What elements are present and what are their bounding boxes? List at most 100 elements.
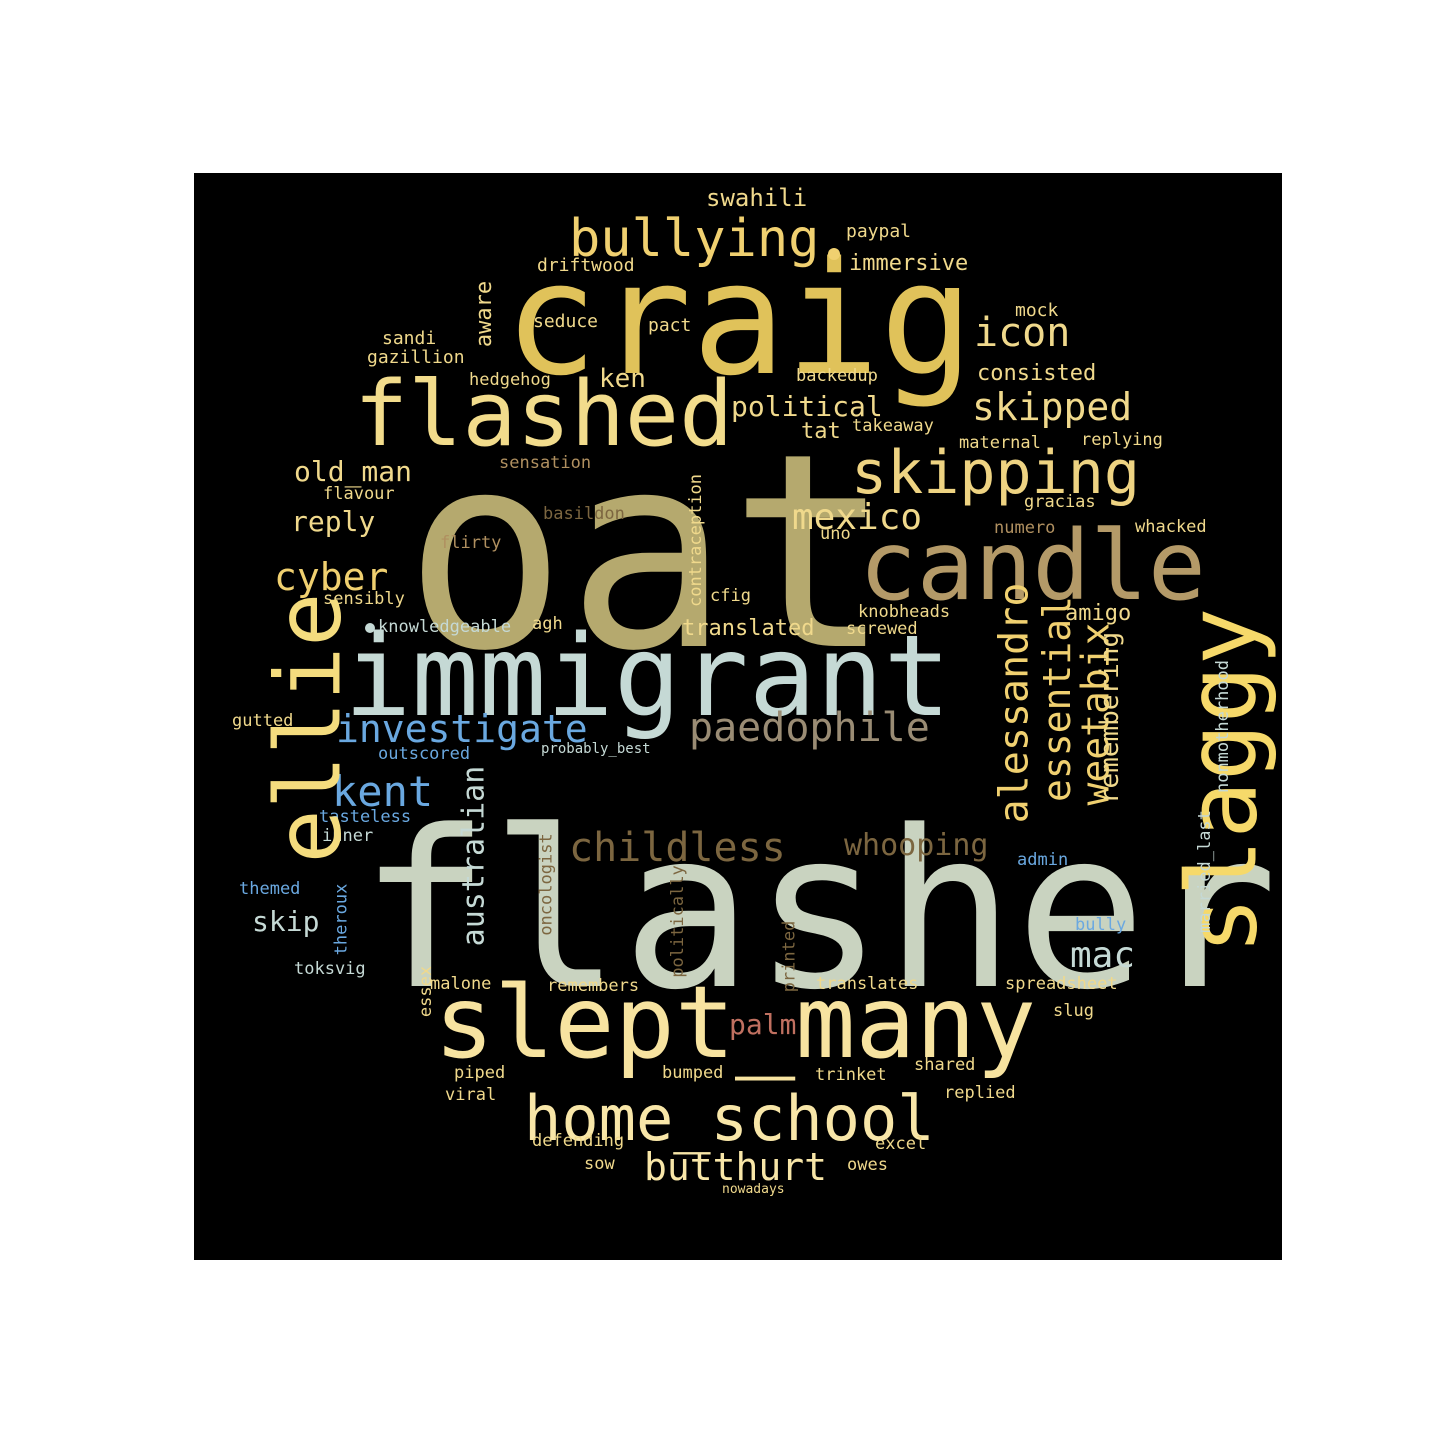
word-screwed: screwed — [846, 619, 918, 639]
word-excel: excel — [875, 1134, 927, 1154]
word-knobheads: knobheads — [858, 602, 951, 622]
bullet-dot — [365, 623, 375, 633]
word-backedup: backedup — [796, 366, 878, 386]
word-skipping: skipping — [851, 438, 1140, 508]
word-replied: replied — [944, 1083, 1016, 1103]
word-bully: bully — [1075, 915, 1127, 935]
word-bumped: bumped — [662, 1063, 724, 1083]
word-ellie: ellie — [256, 592, 362, 864]
word-numero: numero — [994, 518, 1056, 538]
word-sensation: sensation — [499, 453, 592, 473]
word-remembers: remembers — [547, 976, 640, 996]
word-remembering: remembering — [1095, 631, 1126, 805]
word-immersive: immersive — [849, 251, 969, 276]
word-gracias: gracias — [1024, 492, 1096, 512]
word-nonmotherhood: nonmotherhood — [1213, 659, 1234, 794]
word-paypal: paypal — [846, 221, 912, 242]
word-mac: mac — [1070, 935, 1136, 976]
word-translates: translates — [816, 974, 919, 994]
word-outscored: outscored — [378, 744, 471, 764]
word-uno: uno — [820, 524, 851, 544]
word-whacked: whacked — [1135, 517, 1207, 537]
word-shared: shared — [914, 1055, 976, 1075]
word-slug: slug — [1053, 1001, 1094, 1021]
word-home_school: home_school — [524, 1082, 935, 1155]
word-paedophile: paedophile — [689, 705, 930, 751]
word-essex: essex — [416, 965, 437, 1018]
word-flirty: flirty — [440, 533, 502, 553]
word-piped: piped — [454, 1063, 506, 1083]
word-trinket: trinket — [815, 1065, 887, 1085]
word-craig: craig — [504, 228, 974, 410]
word-hedgehog: hedgehog — [469, 370, 551, 390]
word-icon: icon — [974, 310, 1071, 356]
word-sow: sow — [584, 1154, 615, 1174]
word-swahili: swahili — [706, 184, 808, 212]
word-mexico: mexico — [792, 497, 923, 538]
word-reply: reply — [291, 505, 376, 538]
word-flashed: flashed — [354, 362, 734, 467]
word-consisted: consisted — [977, 361, 1097, 386]
word-themed: themed — [239, 879, 301, 899]
word-whooping: whooping — [844, 828, 989, 863]
word-maternal: maternal — [959, 433, 1041, 453]
word-basildon: basildon — [543, 504, 625, 524]
word-gutted: gutted — [232, 711, 294, 731]
word-knowledgeable: knowledgeable — [378, 617, 512, 637]
word-viral: viral — [445, 1085, 497, 1105]
word-old_man: old_man — [294, 455, 413, 488]
word-gazillion: gazillion — [367, 347, 465, 368]
word-oat: oat — [404, 395, 892, 710]
word-slept_many: slept_many — [434, 964, 1037, 1081]
word-ken: ken — [599, 364, 646, 394]
word-skipped: skipped — [972, 385, 1133, 429]
word-malone: malone — [430, 974, 492, 994]
word-translated: translated — [682, 616, 815, 641]
word-butthurt: butthurt — [644, 1145, 828, 1189]
word-cyber: cyber — [274, 555, 389, 599]
word-contraception: contraception — [686, 473, 707, 608]
word-essential: essential — [1034, 596, 1079, 802]
word-australian: australian — [456, 765, 492, 947]
word-sandi: sandi — [382, 328, 437, 349]
word-kent: kent — [332, 767, 434, 816]
word-aware: aware — [472, 280, 498, 348]
word-investigate: investigate — [336, 707, 588, 751]
word-immigrant: immigrant — [344, 612, 951, 742]
word-sensibly: sensibly — [323, 589, 405, 609]
word-agh: agh — [532, 614, 563, 634]
word-mock: mock — [1015, 300, 1059, 321]
word-tat: tat — [801, 419, 841, 444]
word-cfig: cfig — [710, 586, 751, 606]
word-theroux: theroux — [331, 883, 352, 956]
word-married_last: married_last — [1194, 810, 1215, 933]
word-toksvig: toksvig — [294, 959, 366, 979]
word-cloud: oat flasher craig immigrant slept_many c… — [194, 173, 1282, 1260]
word-palm: palm — [729, 1008, 797, 1041]
word-driftwood: driftwood — [537, 255, 635, 276]
word-pact: pact — [648, 315, 692, 336]
word-takeaway: takeaway — [852, 416, 934, 436]
word-flasher: flasher — [359, 785, 1278, 1038]
word-printed: printed — [779, 920, 800, 993]
word-amigo: amigo — [1065, 601, 1132, 626]
word-admin: admin — [1017, 850, 1069, 870]
word-spreadsheet: spreadsheet — [1005, 974, 1118, 994]
word-political: political — [731, 390, 883, 423]
bullet-dot — [828, 248, 840, 260]
word-candle: candle — [859, 510, 1206, 622]
word-defending: defending — [532, 1131, 625, 1151]
word-tasteless: tasteless — [319, 807, 412, 827]
word-inner: inner — [322, 826, 374, 846]
word-flavour: flavour — [323, 484, 395, 504]
word-politically: politically — [667, 865, 688, 978]
word-skip: skip — [252, 905, 320, 938]
word-nowadays: nowadays — [722, 1182, 785, 1197]
word-bullying: bullying — [569, 209, 820, 269]
word-probably_best: probably_best — [541, 741, 651, 757]
word-alessandro: alessandro — [991, 582, 1038, 824]
word-replying: replying — [1081, 430, 1163, 450]
word-oncologist: oncologist — [536, 833, 557, 936]
word-owes: owes — [847, 1155, 888, 1175]
word-childless: childless — [569, 825, 786, 871]
